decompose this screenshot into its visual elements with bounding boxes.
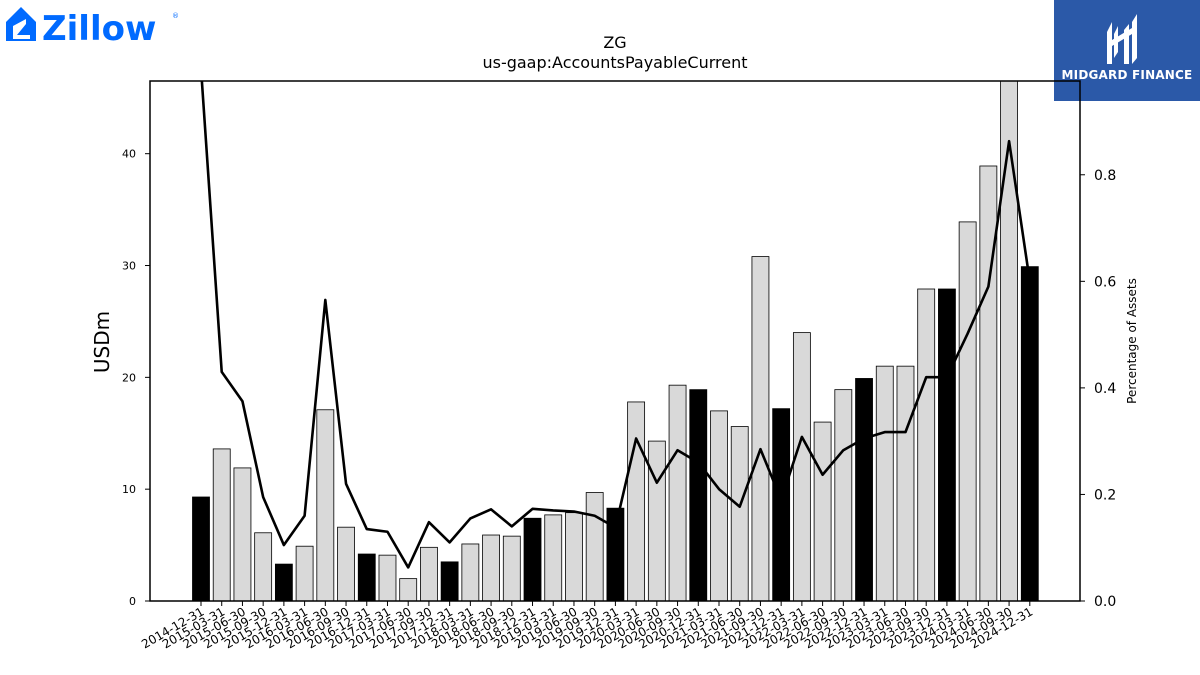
bar-2016-09-30 [337, 526, 355, 602]
y-axis-label: USDm [90, 311, 114, 373]
bar-2015-03-31 [212, 448, 231, 602]
bar-2024-06-30 [979, 165, 998, 602]
axes: 0102030400.00.20.40.60.82014-12-312015-0… [122, 80, 1116, 651]
zillow-house-icon [6, 7, 36, 41]
bar-2017-06-30 [399, 578, 418, 602]
bar-2022-12-31 [855, 378, 873, 602]
bar-2018-09-30 [502, 535, 521, 602]
y-right-tick-label: 0.0 [1094, 594, 1116, 610]
bar-2020-06-30 [647, 440, 666, 602]
bar-2022-06-30 [813, 421, 832, 602]
chart-title: ZG [603, 33, 626, 52]
y-axis-right-label: Percentage of Assets [1125, 278, 1139, 404]
bar-2015-06-30 [233, 467, 252, 602]
chart-subtitle: us-gaap:AccountsPayableCurrent [482, 53, 747, 72]
zillow-logo: Zillow ® [6, 7, 179, 46]
bar-2017-09-30 [420, 546, 438, 602]
midgard-logo-icon [1107, 14, 1137, 64]
bar-2016-06-30 [316, 409, 335, 602]
registered-mark: ® [172, 12, 179, 20]
bar-2023-03-31 [875, 365, 894, 602]
y-right-tick-label: 0.8 [1094, 168, 1116, 184]
midgard-finance-badge: MIDGARD FINANCE [1054, 0, 1200, 101]
y-tick-label: 0 [129, 595, 136, 608]
y-right-tick-label: 0.6 [1094, 274, 1116, 290]
bar-2022-03-31 [792, 332, 811, 602]
bar-2017-12-31 [440, 561, 459, 602]
y-tick-label: 10 [122, 483, 136, 496]
bar-series [192, 80, 1039, 602]
bar-2023-09-30 [917, 288, 936, 602]
bar-2017-03-31 [378, 554, 397, 602]
bar-2024-09-30 [1000, 80, 1018, 602]
bar-2021-09-30 [751, 256, 770, 602]
bar-2016-12-31 [357, 553, 376, 602]
bar-2021-03-31 [710, 410, 728, 602]
percentage-of-assets-line [200, 81, 1032, 569]
y-right-tick-label: 0.2 [1094, 487, 1116, 503]
bar-2019-09-30 [585, 492, 604, 602]
percentage-line-series [200, 81, 1032, 569]
bar-2023-12-31 [938, 288, 956, 602]
bar-2015-09-30 [254, 532, 273, 602]
y-right-tick-label: 0.4 [1094, 381, 1116, 397]
bar-2016-03-31 [295, 545, 314, 602]
bar-2020-09-30 [668, 384, 687, 602]
bar-2019-03-31 [544, 514, 563, 602]
badge-label: MIDGARD FINANCE [1061, 68, 1193, 82]
y-tick-label: 40 [122, 148, 136, 161]
bar-2018-12-31 [523, 517, 542, 602]
bar-2015-12-31 [274, 563, 293, 602]
bar-2024-03-31 [958, 221, 977, 602]
bar-2021-12-31 [772, 408, 791, 602]
bar-2019-06-30 [565, 512, 583, 602]
bar-2014-12-31 [192, 496, 210, 602]
bar-2021-06-30 [730, 426, 749, 602]
bar-2024-12-31 [1020, 266, 1039, 602]
zillow-wordmark: Zillow [42, 9, 156, 46]
bar-2020-03-31 [627, 401, 646, 602]
bar-2018-06-30 [482, 534, 500, 602]
y-tick-label: 20 [122, 371, 136, 384]
bar-2022-09-30 [834, 389, 853, 602]
bar-2023-06-30 [896, 365, 915, 602]
bar-2020-12-31 [689, 389, 708, 602]
bar-2018-03-31 [461, 543, 480, 602]
y-tick-label: 30 [122, 260, 136, 273]
